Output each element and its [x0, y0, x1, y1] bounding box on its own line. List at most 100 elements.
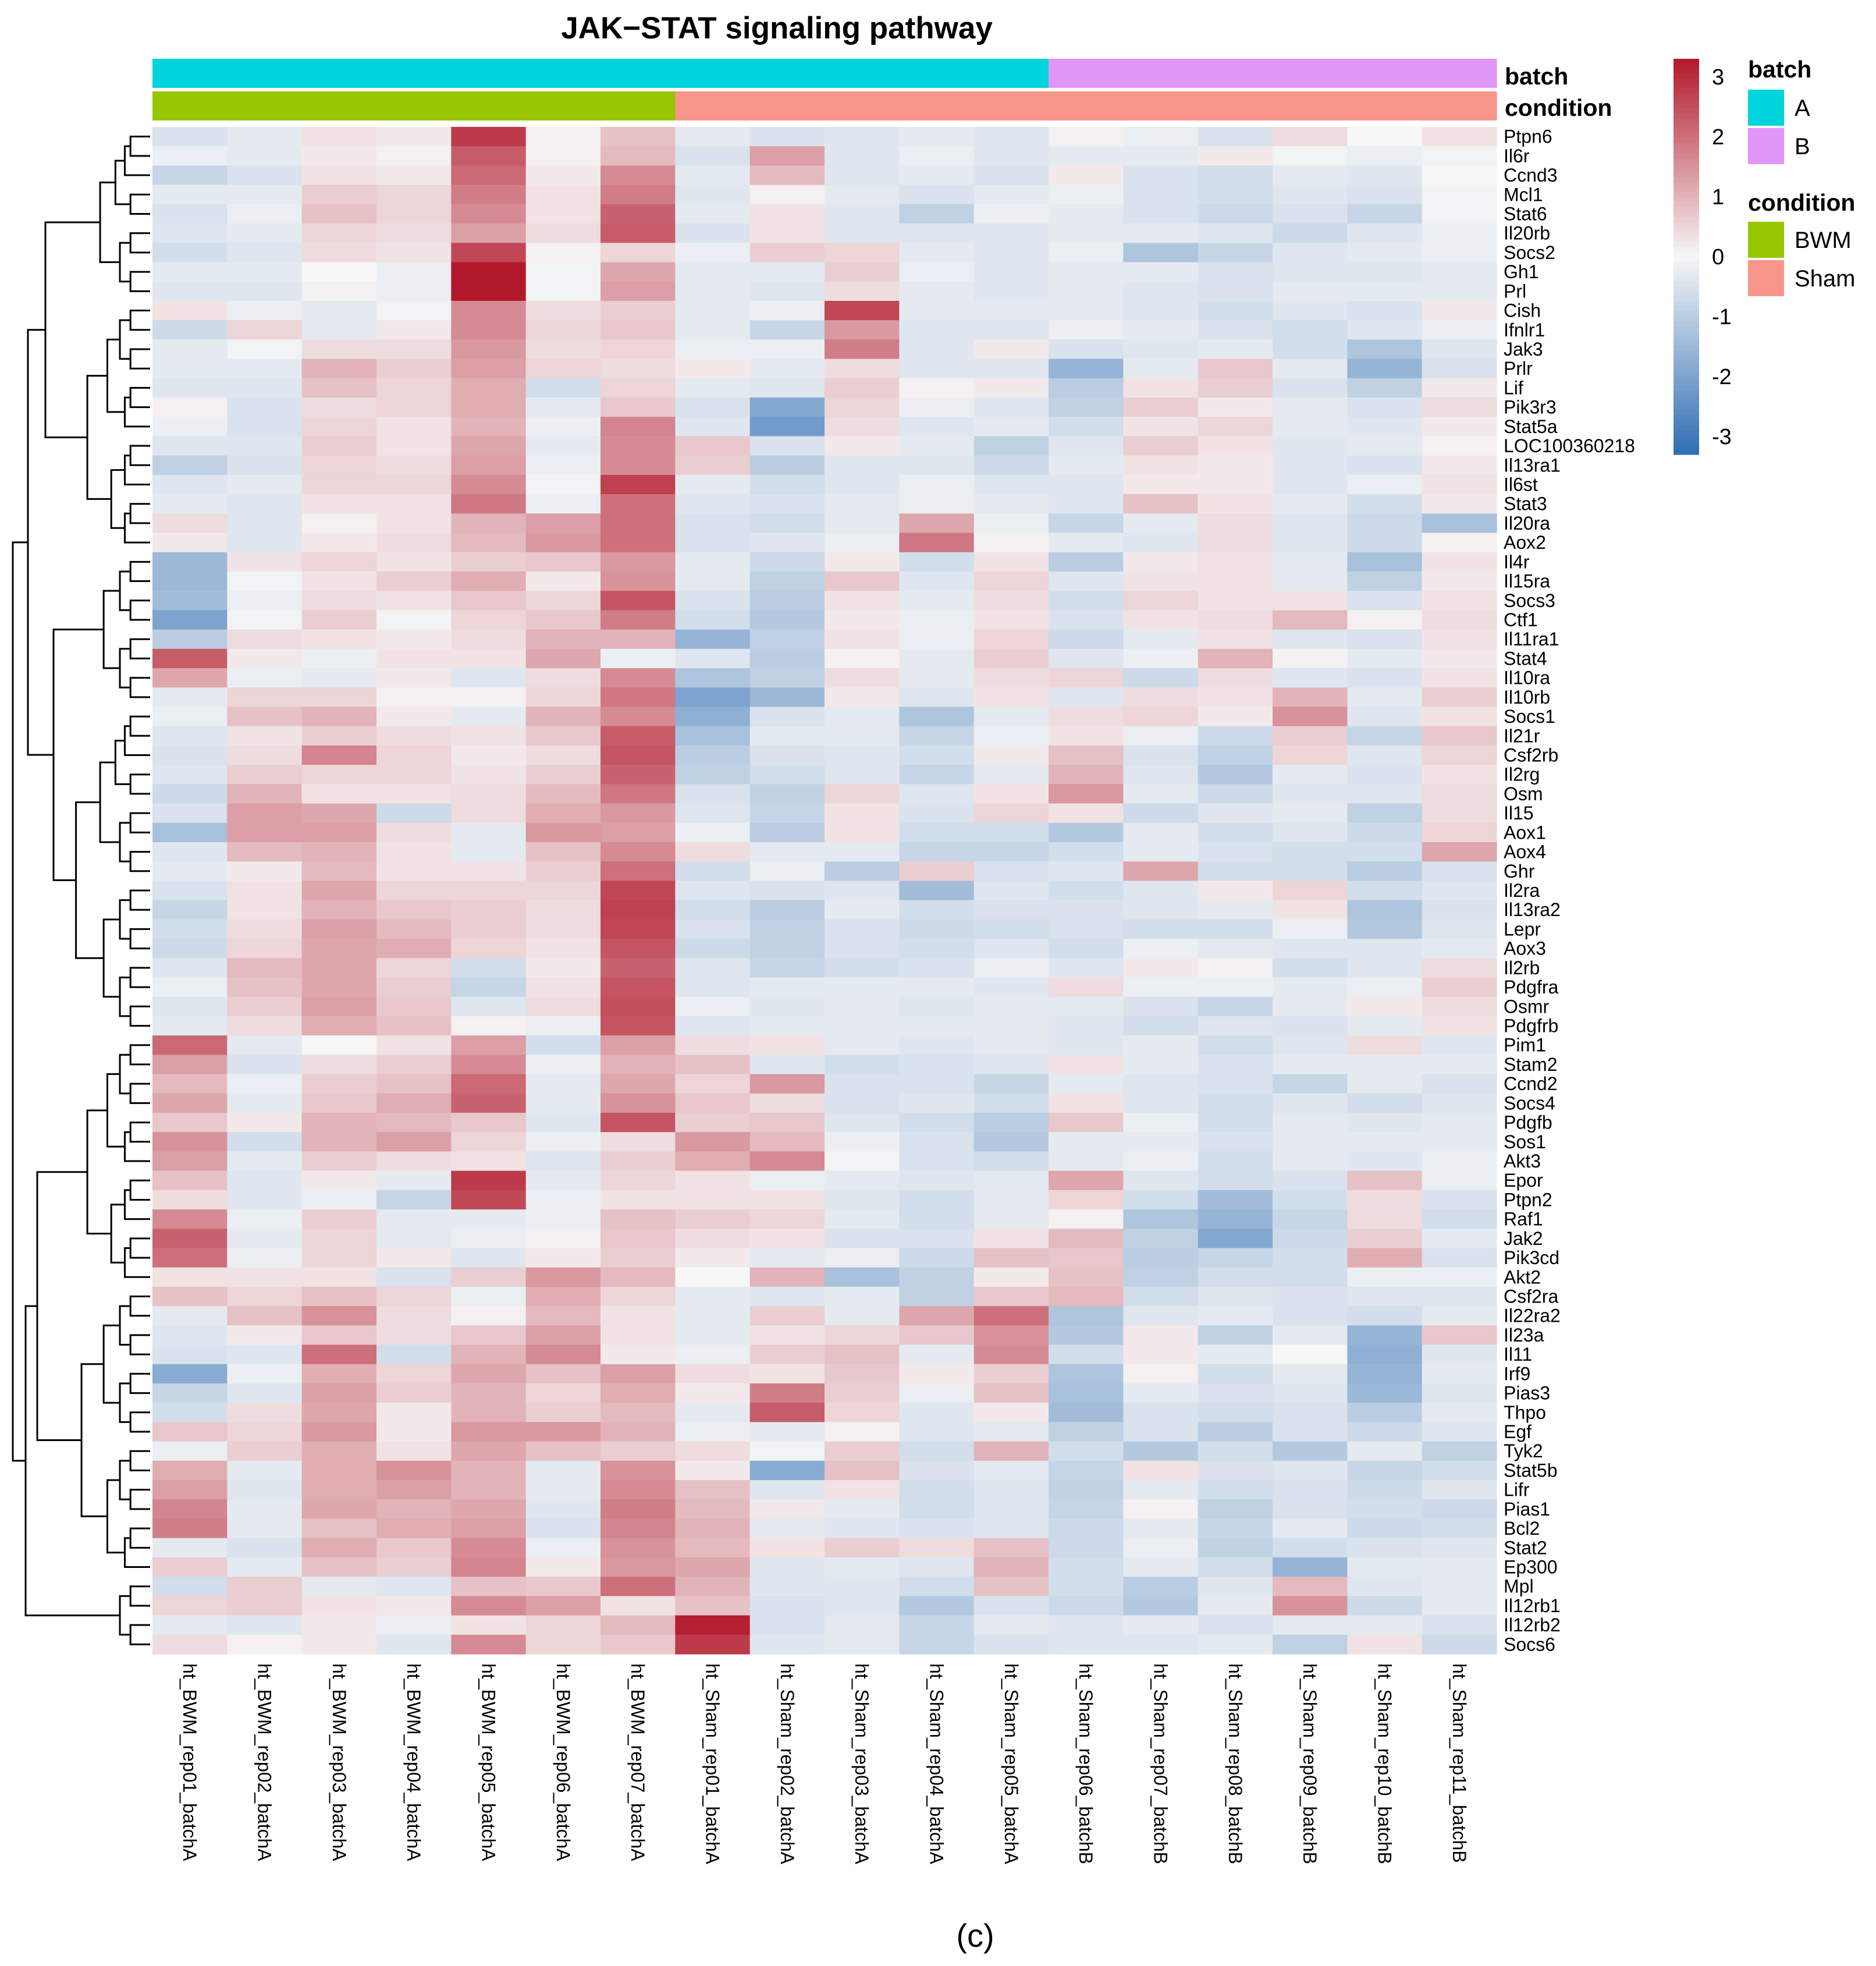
- gene-label: Aox3: [1504, 938, 1546, 959]
- heatmap-cell: [451, 513, 527, 534]
- heatmap-cell: [152, 1132, 228, 1152]
- heatmap-cell: [376, 1557, 452, 1577]
- heatmap-cell: [1123, 436, 1199, 456]
- heatmap-cell: [899, 1229, 975, 1249]
- heatmap-cell: [601, 1093, 676, 1113]
- heatmap-cell: [525, 1151, 601, 1172]
- heatmap-cell: [525, 861, 601, 881]
- heatmap-cell: [601, 494, 676, 514]
- heatmap-cell: [749, 1190, 825, 1210]
- scale-gradient-step: [1674, 336, 1699, 342]
- heatmap-cell: [1049, 1383, 1124, 1403]
- heatmap-cell: [451, 822, 527, 843]
- heatmap-cell: [1049, 1055, 1124, 1075]
- heatmap-cell: [1422, 436, 1497, 456]
- heatmap-cell: [1347, 591, 1423, 611]
- scale-gradient-step: [1674, 123, 1699, 129]
- heatmap-cell: [1422, 1267, 1497, 1287]
- heatmap-cell: [1347, 900, 1423, 920]
- heatmap-cell: [525, 1229, 601, 1249]
- heatmap-cell: [1347, 1344, 1423, 1365]
- gene-label: Stat5b: [1504, 1460, 1558, 1481]
- heatmap-cell: [451, 939, 527, 959]
- heatmap-cell: [1347, 1325, 1423, 1346]
- heatmap-cell: [749, 1055, 825, 1075]
- heatmap-cell: [1347, 146, 1423, 166]
- heatmap-cell: [152, 1364, 228, 1384]
- heatmap-cell: [675, 1093, 751, 1113]
- heatmap-cell: [1273, 1209, 1348, 1229]
- heatmap-cell: [899, 320, 975, 340]
- heatmap-cell: [152, 184, 228, 205]
- heatmap-cell: [301, 1170, 377, 1191]
- heatmap-cell: [973, 745, 1049, 765]
- heatmap-cell: [376, 359, 452, 379]
- heatmap-cell: [376, 1248, 452, 1268]
- heatmap-cell: [301, 1112, 377, 1133]
- heatmap-cell: [1422, 378, 1497, 398]
- heatmap-cell: [152, 784, 228, 804]
- heatmap-cell: [1198, 996, 1273, 1017]
- heatmap-cell: [973, 687, 1049, 708]
- scale-tick-label: -1: [1712, 305, 1732, 329]
- heatmap-cell: [1347, 417, 1423, 437]
- heatmap-cell: [675, 1325, 751, 1346]
- heatmap-cell: [825, 455, 900, 475]
- batch-bar-5: [451, 59, 527, 88]
- heatmap-cell: [601, 1364, 676, 1384]
- heatmap-cell: [1123, 668, 1199, 688]
- heatmap-cell: [899, 1577, 975, 1596]
- heatmap-cell: [525, 146, 601, 166]
- heatmap-cell: [1049, 900, 1124, 920]
- scale-gradient-step: [1674, 63, 1699, 69]
- heatmap-cell: [601, 204, 676, 224]
- heatmap-cell: [1422, 359, 1497, 379]
- heatmap-cell: [1347, 1248, 1423, 1268]
- heatmap-cell: [1347, 204, 1423, 224]
- heatmap-cell: [1198, 1499, 1273, 1520]
- heatmap-cell: [825, 900, 900, 920]
- dendrogram-branch: [110, 469, 125, 529]
- heatmap-cell: [525, 1190, 601, 1210]
- heatmap-cell: [301, 533, 377, 553]
- heatmap-cell: [227, 1016, 303, 1036]
- heatmap-cell: [1422, 1074, 1497, 1094]
- heatmap-cell: [301, 1364, 377, 1384]
- scale-gradient-step: [1674, 152, 1699, 158]
- heatmap-cell: [1273, 127, 1348, 147]
- heatmap-cell: [525, 881, 601, 901]
- heatmap-cell: [973, 784, 1049, 804]
- heatmap-cell: [301, 1229, 377, 1249]
- scale-gradient-step: [1674, 261, 1699, 267]
- heatmap-cell: [376, 378, 452, 398]
- heatmap-cell: [1273, 1170, 1348, 1191]
- heatmap-cell: [1347, 1460, 1423, 1481]
- heatmap-cell: [1049, 1229, 1124, 1249]
- scale-gradient-step: [1674, 390, 1699, 396]
- dendrogram-branch: [129, 445, 150, 466]
- heatmap-cell: [1422, 1325, 1497, 1346]
- heatmap-cell: [451, 707, 527, 727]
- scale-gradient-step: [1674, 425, 1699, 431]
- heatmap-cell: [376, 1286, 452, 1307]
- heatmap-cell: [601, 1557, 676, 1577]
- gene-label: Socs3: [1504, 590, 1555, 611]
- heatmap-cell: [899, 127, 975, 147]
- heatmap-cell: [525, 939, 601, 959]
- heatmap-cell: [1049, 1248, 1124, 1268]
- heatmap-cell: [152, 1538, 228, 1558]
- heatmap-cell: [601, 610, 676, 630]
- heatmap-cell: [451, 339, 527, 360]
- heatmap-cells: [152, 127, 1497, 1655]
- heatmap-cell: [1422, 1557, 1497, 1577]
- heatmap-cell: [1049, 1209, 1124, 1229]
- heatmap-cell: [227, 881, 303, 901]
- scale-gradient-step: [1674, 271, 1699, 277]
- heatmap-cell: [227, 1306, 303, 1326]
- heatmap-cell: [1123, 919, 1199, 939]
- heatmap-cell: [1198, 1151, 1273, 1172]
- heatmap-cell: [1198, 1112, 1273, 1133]
- gene-label: Il2rb: [1504, 957, 1540, 978]
- dendrogram-branch: [129, 773, 150, 795]
- heatmap-cell: [973, 1518, 1049, 1539]
